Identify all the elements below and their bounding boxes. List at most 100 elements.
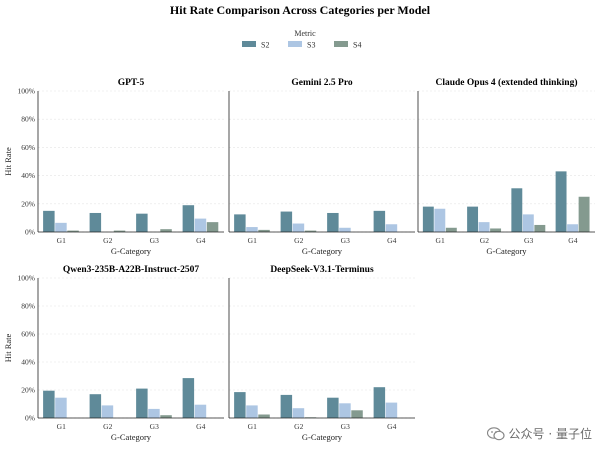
- x-tick-label: G4: [568, 236, 577, 245]
- legend-swatch-s2: [242, 41, 256, 47]
- legend-label-s2: S2: [261, 41, 269, 50]
- x-axis-label: G-Category: [486, 246, 527, 256]
- y-tick-label: 20%: [21, 386, 35, 395]
- bar-s3-g1: [434, 208, 446, 232]
- bar-s3-g4: [194, 218, 207, 232]
- bar-s3-g1: [55, 397, 67, 418]
- bar-s3-g1: [246, 405, 258, 418]
- watermark: 公众号 · 量子位: [486, 425, 592, 442]
- legend: Metric S2 S3 S4: [242, 29, 361, 50]
- bar-s2-g3: [327, 397, 339, 418]
- y-tick-label: 0%: [25, 228, 35, 237]
- bar-s4-g3: [351, 410, 363, 418]
- x-axis-label: G-Category: [302, 432, 343, 442]
- bar-s2-g4: [373, 210, 386, 232]
- y-tick-label: 60%: [21, 330, 35, 339]
- bar-s3-g1: [246, 227, 258, 232]
- x-axis-label: G-Category: [111, 432, 152, 442]
- bar-s2-g4: [182, 378, 195, 418]
- y-tick-label: 20%: [21, 199, 35, 208]
- x-tick-label: G3: [524, 236, 533, 245]
- bar-s4-g3: [160, 415, 172, 418]
- panel-title: Gemini 2.5 Pro: [291, 78, 353, 88]
- y-tick-label: 100%: [18, 274, 36, 283]
- x-tick-label: G3: [341, 422, 350, 431]
- panel-4: G1 G2 G3 G4 0% 20% 40% 60% 80% 100% Hit Rate Qwen3-…: [3, 265, 224, 442]
- bar-s4-g2: [490, 228, 502, 232]
- bar-s2-g4: [373, 387, 386, 418]
- legend-title: Metric: [294, 29, 316, 38]
- bar-s2-g3: [511, 188, 523, 232]
- bar-s3-g2: [101, 405, 114, 418]
- y-axis-label: Hit Rate: [3, 147, 13, 176]
- y-tick-label: 0%: [25, 414, 35, 423]
- bar-s2-g2: [89, 394, 102, 418]
- bar-s4-g1: [258, 229, 270, 232]
- x-tick-label: G2: [294, 422, 303, 431]
- bar-s2-g2: [280, 394, 293, 418]
- y-axis-label: Hit Rate: [3, 333, 13, 362]
- y-tick-label: 80%: [21, 115, 35, 124]
- legend-label-s4: S4: [353, 41, 361, 50]
- panel-5: G1 G2 G3 G4 DeepSeek-V3.1-Terminus G-Category: [228, 265, 415, 442]
- y-tick-label: 100%: [18, 87, 36, 96]
- x-tick-label: G1: [57, 422, 66, 431]
- figure-title: Hit Rate Comparison Across Categories pe…: [170, 3, 431, 17]
- x-tick-label: G3: [150, 422, 159, 431]
- legend-swatch-s4: [334, 41, 348, 47]
- x-tick-label: G1: [248, 236, 257, 245]
- x-tick-label: G3: [150, 236, 159, 245]
- bar-s2-g1: [234, 214, 246, 233]
- x-tick-label: G2: [103, 422, 112, 431]
- bar-s2-g3: [327, 212, 339, 232]
- y-tick-label: 80%: [21, 302, 35, 311]
- bar-s2-g1: [43, 390, 55, 418]
- bar-s3-g4: [194, 404, 207, 418]
- bar-s2-g1: [422, 206, 434, 232]
- bar-s4-g1: [445, 227, 457, 232]
- bar-s2-g2: [467, 206, 479, 232]
- x-tick-label: G1: [57, 236, 66, 245]
- y-tick-label: 60%: [21, 143, 35, 152]
- bar-s3-g2: [292, 223, 305, 232]
- panel-title: Claude Opus 4 (extended thinking): [435, 77, 577, 88]
- bar-s3-g3: [339, 403, 351, 418]
- bar-s2-g4: [555, 171, 567, 232]
- x-tick-label: G2: [103, 236, 112, 245]
- bar-s2-g3: [136, 388, 148, 418]
- x-tick-label: G1: [248, 422, 257, 431]
- panel-3: G1 G2 G3 G4 Claude Opus 4 (extended thinking…: [417, 77, 595, 256]
- bar-s3-g2: [292, 408, 305, 418]
- bar-s4-g2: [304, 230, 317, 232]
- x-tick-label: G1: [436, 236, 445, 245]
- bar-s2-g2: [280, 211, 293, 232]
- y-tick-label: 40%: [21, 358, 35, 367]
- bar-s3-g3: [148, 408, 160, 418]
- bar-s2-g2: [89, 212, 102, 232]
- panel-title: GPT-5: [118, 78, 145, 88]
- bar-s3-g4: [385, 402, 398, 418]
- bar-s4-g2: [113, 230, 126, 232]
- bar-s4-g1: [258, 414, 270, 418]
- legend-swatch-s3: [288, 41, 302, 47]
- panel-title: Qwen3-235B-A22B-Instruct-2507: [63, 265, 199, 275]
- bar-s2-g1: [43, 210, 55, 232]
- legend-label-s3: S3: [307, 41, 315, 50]
- x-tick-label: G2: [480, 236, 489, 245]
- bar-s3-g4: [567, 224, 579, 232]
- panel-title: DeepSeek-V3.1-Terminus: [270, 265, 374, 275]
- bar-s4-g3: [160, 229, 172, 232]
- y-tick-label: 40%: [21, 171, 35, 180]
- x-tick-label: G4: [387, 236, 396, 245]
- x-tick-label: G4: [196, 422, 205, 431]
- bar-s4-g4: [206, 222, 219, 232]
- bar-s3-g4: [385, 224, 398, 232]
- chart-panels: G1 G2 G3 G4 0% 20% 40% 60% 80% 100% Hit Rate GPT-5 G…: [3, 77, 595, 442]
- panel-2: G1 G2 G3 G4 Gemini 2.5 Pro G-Category: [228, 78, 415, 256]
- bar-s3-g2: [478, 222, 490, 232]
- x-axis-label: G-Category: [302, 246, 343, 256]
- bar-s2-g1: [234, 392, 246, 418]
- panel-1: G1 G2 G3 G4 0% 20% 40% 60% 80% 100% Hit Rate GPT-5 G…: [3, 78, 224, 256]
- bar-s2-g3: [136, 213, 148, 232]
- bar-s2-g4: [182, 205, 195, 232]
